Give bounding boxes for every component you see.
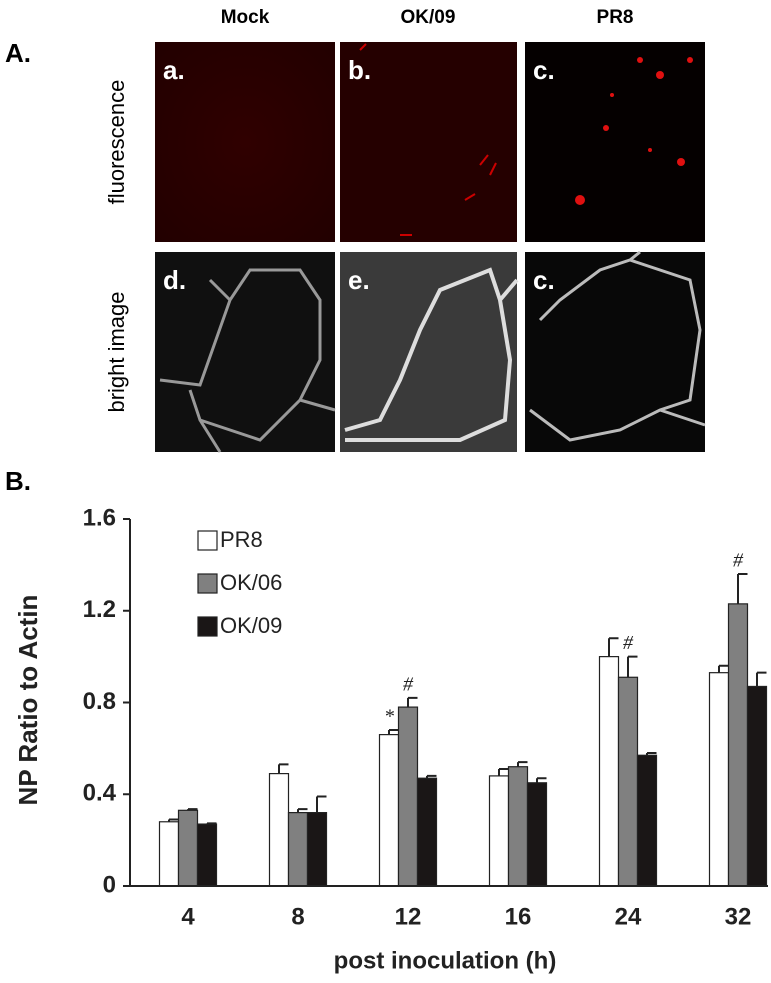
bar	[617, 676, 639, 887]
legend-swatch	[197, 530, 218, 551]
bar	[158, 821, 180, 887]
annotation: *	[384, 706, 394, 728]
error-bar	[278, 763, 289, 774]
x-axis-title: post inoculation (h)	[334, 947, 557, 974]
bar	[526, 782, 548, 887]
error-bar	[206, 822, 217, 825]
annotation: #	[623, 632, 634, 654]
bar	[746, 685, 768, 887]
y-tick-label: 0.4	[83, 780, 117, 807]
legend-swatch	[197, 573, 218, 594]
error-bar	[388, 729, 399, 735]
y-tick-label: 1.6	[83, 504, 116, 531]
bar	[287, 811, 309, 887]
x-tick-label: 32	[725, 903, 752, 930]
image-detail	[344, 267, 519, 442]
column-label: Mock	[221, 7, 270, 28]
bar	[488, 775, 510, 887]
annotation: #	[403, 674, 414, 696]
y-tick-label: 1.2	[83, 596, 116, 623]
image	[340, 42, 517, 242]
column-label: PR8	[597, 7, 634, 28]
image-label: b.	[348, 55, 371, 85]
error-bar	[316, 795, 327, 813]
row-label: fluorescence	[104, 80, 129, 205]
x-tick-label: 16	[505, 903, 532, 930]
bar	[177, 809, 199, 887]
bar	[598, 656, 620, 887]
legend-swatch	[197, 616, 218, 637]
y-tick-label: 0.8	[83, 688, 116, 715]
error-bar	[297, 808, 308, 813]
image	[155, 252, 335, 452]
error-bar	[168, 818, 179, 822]
error-bar	[517, 761, 528, 767]
bar	[708, 672, 730, 887]
bar	[507, 766, 529, 887]
image-label: c.	[533, 265, 555, 295]
image-label: d.	[163, 265, 186, 295]
bar	[397, 706, 419, 887]
image-label: e.	[348, 265, 370, 295]
legend-label: OK/09	[220, 613, 282, 638]
error-bar	[407, 696, 418, 708]
bar	[196, 823, 218, 887]
image-detail	[575, 57, 693, 205]
legend-label: OK/06	[220, 570, 282, 595]
error-bar	[426, 774, 437, 779]
panel-label: B.	[5, 466, 31, 496]
bar	[268, 773, 290, 887]
error-bar	[536, 777, 547, 783]
error-bar	[646, 751, 657, 756]
row-label: bright image	[104, 291, 129, 412]
bar	[636, 754, 658, 887]
image-detail	[159, 268, 336, 453]
image-label: c.	[533, 55, 555, 85]
error-bar	[187, 808, 198, 811]
x-tick-label: 24	[615, 903, 642, 930]
x-tick-label: 12	[395, 903, 422, 930]
image-detail	[359, 43, 497, 236]
annotation: #	[733, 550, 744, 572]
error-bar	[608, 637, 619, 657]
error-bar	[627, 655, 638, 678]
bar	[416, 777, 438, 887]
y-tick-label: 0	[103, 871, 116, 898]
image	[525, 252, 705, 452]
bar	[727, 603, 749, 887]
image-label: a.	[163, 55, 185, 85]
panel-label: A.	[5, 38, 31, 68]
error-bar	[756, 671, 767, 687]
bar	[306, 811, 328, 887]
image	[155, 42, 335, 242]
legend-label: PR8	[220, 527, 263, 552]
image	[525, 42, 705, 242]
y-axis-title: NP Ratio to Actin	[13, 595, 43, 806]
image-detail	[529, 250, 706, 442]
error-bar	[737, 573, 748, 604]
x-tick-label: 4	[181, 903, 195, 930]
error-bar	[498, 768, 509, 776]
image	[340, 252, 517, 452]
x-tick-label: 8	[291, 903, 304, 930]
column-label: OK/09	[401, 7, 456, 28]
bar	[378, 734, 400, 887]
error-bar	[718, 664, 729, 673]
